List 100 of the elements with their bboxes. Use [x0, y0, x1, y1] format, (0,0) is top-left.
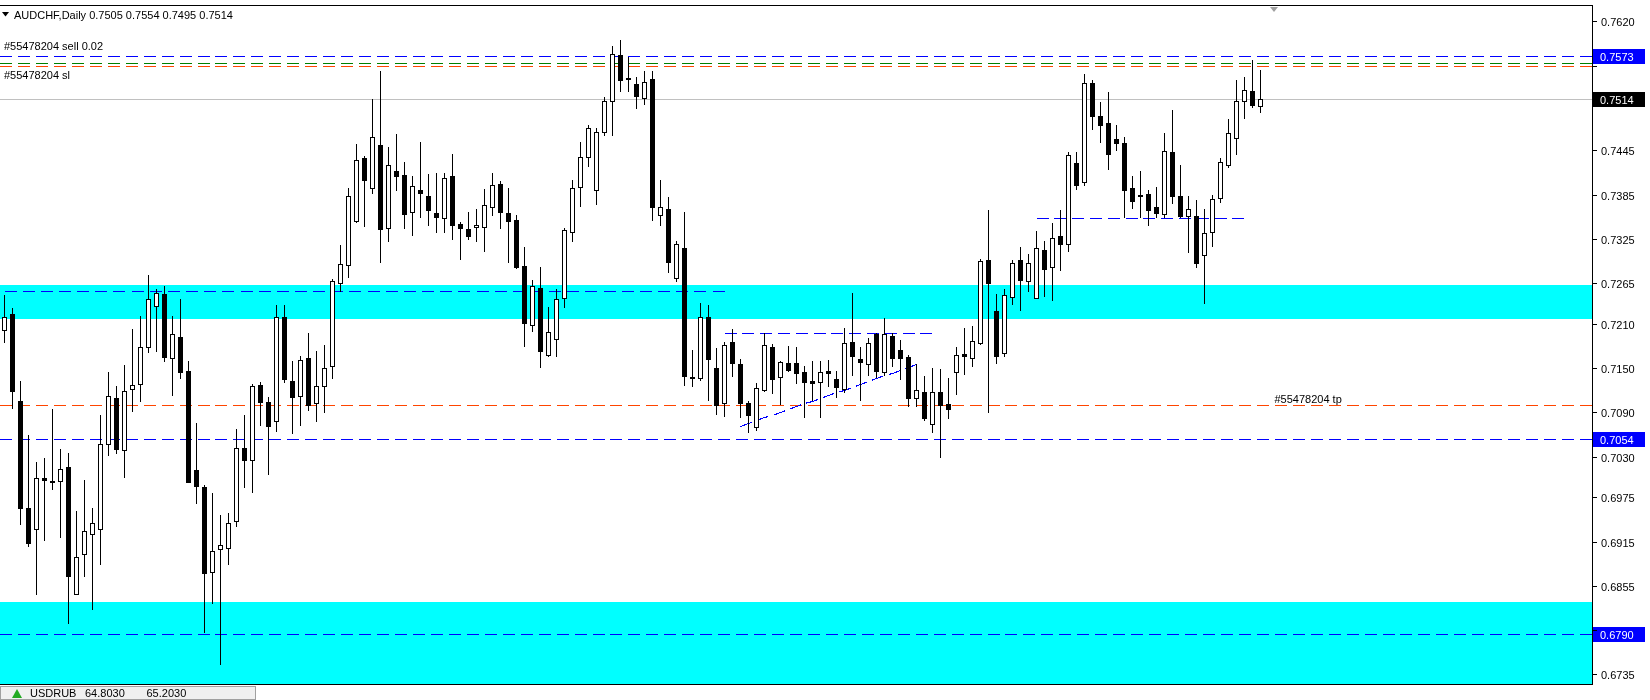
candlestick: [1258, 69, 1263, 114]
y-tick-label: 0.7090: [1601, 406, 1635, 419]
candlestick: [194, 422, 199, 505]
candlestick: [746, 400, 751, 434]
ref-line-label: #55478204 sl: [4, 68, 71, 81]
candlestick: [690, 349, 695, 388]
candlestick: [986, 209, 991, 414]
y-tick-label: 0.7030: [1601, 451, 1635, 464]
candlestick: [1114, 124, 1119, 152]
candlestick: [946, 377, 951, 420]
candlestick: [1026, 253, 1031, 293]
candlestick: [1098, 101, 1103, 144]
candlestick: [1058, 209, 1063, 272]
candlestick: [730, 328, 735, 378]
candlestick: [834, 370, 839, 399]
candlestick: [634, 76, 639, 110]
candlestick: [786, 345, 791, 373]
line-series: [740, 364, 917, 427]
candlestick: [490, 172, 495, 217]
candlestick: [1138, 170, 1143, 219]
candlestick: [970, 325, 975, 368]
ref-line-label: #55478204 sell 0.02: [4, 39, 104, 52]
candlestick: [506, 187, 511, 264]
candlestick: [866, 337, 871, 377]
candlestick: [938, 368, 943, 459]
candlestick: [1178, 164, 1183, 219]
candlestick: [1186, 195, 1191, 254]
candlestick: [778, 360, 783, 406]
candlestick: [82, 479, 87, 578]
y-tick-label: 0.6915: [1601, 536, 1635, 549]
candlestick: [1202, 208, 1207, 305]
candlestick: [810, 360, 815, 402]
candlestick: [826, 359, 831, 388]
candlestick: [2, 294, 7, 344]
candlestick: [266, 396, 271, 476]
candlestick: [1042, 240, 1047, 298]
text: USDRUB: [30, 687, 77, 699]
text: 64.8030: [85, 687, 125, 699]
candlestick: [130, 328, 135, 413]
ref-line-label: 0.7514: [1600, 93, 1634, 106]
chart-title: AUDCHF,Daily 0.7505 0.7554 0.7495 0.7514: [14, 9, 233, 21]
candlestick: [1074, 151, 1079, 191]
y-tick-label: 0.6735: [1601, 668, 1635, 681]
ref-line-label: 0.7054: [1600, 433, 1634, 446]
y-tick-label: 0.7620: [1601, 15, 1635, 28]
y-tick-label: 0.7150: [1601, 362, 1635, 375]
candlestick: [218, 514, 223, 666]
candlestick: [1130, 175, 1135, 210]
candlestick: [458, 221, 463, 261]
candlestick: [1154, 186, 1159, 219]
candlestick: [42, 457, 47, 542]
y-tick-label: 0.7445: [1601, 144, 1635, 157]
candlestick: [1018, 246, 1023, 312]
candlestick: [474, 208, 479, 243]
candlestick: [962, 327, 967, 376]
ref-line-label: 0.6790: [1600, 628, 1634, 641]
candlestick: [90, 507, 95, 611]
candlestick: [642, 70, 647, 106]
candlestick: [914, 363, 919, 408]
candlestick: [850, 292, 855, 377]
candlestick: [658, 179, 663, 227]
candlestick: [626, 56, 631, 93]
ref-line-label: #55478204 tp: [1274, 392, 1342, 405]
candlestick: [434, 172, 439, 234]
candlestick: [426, 173, 431, 227]
candlestick: [1250, 59, 1255, 109]
candlestick: [890, 332, 895, 368]
candlestick: [858, 346, 863, 402]
candlestick: [818, 360, 823, 419]
candlestick: [50, 408, 55, 491]
candlestick: [242, 414, 247, 489]
candlestick: [466, 211, 471, 241]
candlestick: [154, 288, 159, 353]
y-tick-label: 0.6855: [1601, 580, 1635, 593]
candlestick: [322, 344, 327, 414]
candlestick: [394, 133, 399, 192]
y-tick-label: 0.7210: [1601, 318, 1635, 331]
candlestick: [546, 306, 551, 358]
candlestick: [362, 155, 367, 228]
y-tick-label: 0.7325: [1601, 233, 1635, 246]
candlestick: [418, 141, 423, 219]
y-tick-label: 0.7385: [1601, 189, 1635, 202]
text: 65.2030: [146, 687, 187, 699]
candlestick: [794, 346, 799, 385]
candlestick: [58, 448, 63, 539]
candlestick: [898, 339, 903, 381]
candlestick: [482, 188, 487, 253]
ref-line-label: 0.7573: [1600, 50, 1634, 63]
candlestick: [1242, 76, 1247, 120]
candlestick: [290, 360, 295, 435]
candlestick: [954, 346, 959, 396]
candlestick: [1146, 189, 1151, 227]
y-tick-label: 0.6975: [1601, 491, 1635, 504]
y-tick-label: 0.7265: [1601, 277, 1635, 290]
candlestick: [802, 365, 807, 419]
candlestick: [258, 381, 263, 427]
candlestick: [170, 315, 175, 397]
candlestick: [314, 350, 319, 423]
candlestick: [338, 244, 343, 293]
candlestick: [210, 492, 215, 605]
